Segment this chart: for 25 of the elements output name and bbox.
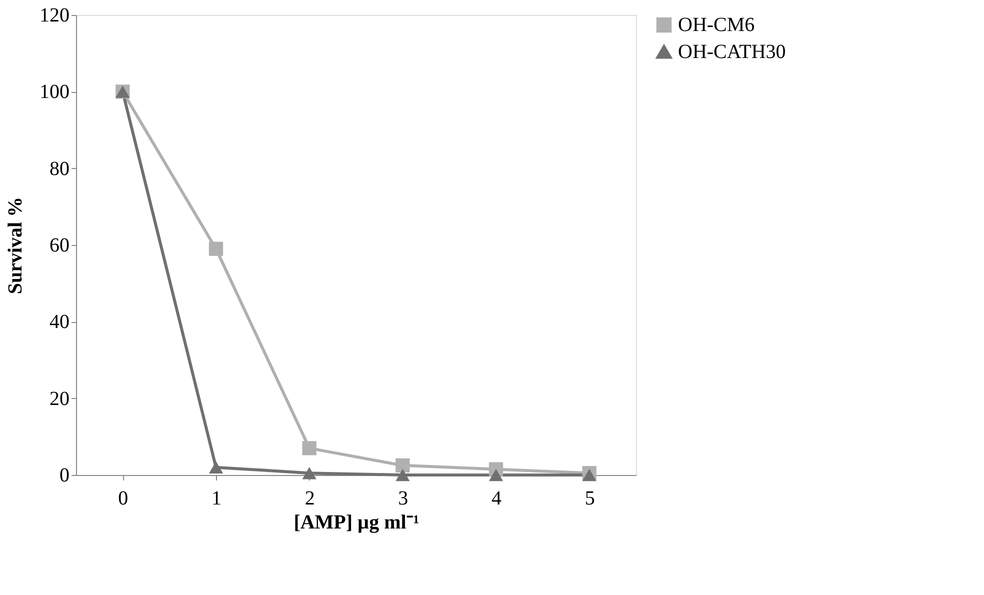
point bbox=[488, 468, 504, 482]
x-tick-label: 0 bbox=[118, 488, 128, 510]
x-tick-label: 5 bbox=[584, 488, 595, 510]
point bbox=[396, 458, 410, 472]
x-tick-label: 4 bbox=[492, 488, 502, 510]
x-tick-label: 1 bbox=[212, 488, 222, 510]
legend-label: OH-CM6 bbox=[678, 14, 755, 36]
y-tick-label: 80 bbox=[50, 158, 70, 180]
y-tick-label: 120 bbox=[40, 4, 70, 26]
y-tick-label: 20 bbox=[50, 388, 70, 410]
point bbox=[302, 441, 316, 456]
y-tick-label: 40 bbox=[50, 311, 70, 334]
x-tick-label: 3 bbox=[398, 488, 408, 510]
point bbox=[582, 468, 596, 482]
point bbox=[302, 466, 316, 480]
y-tick-label: 60 bbox=[50, 234, 70, 256]
point bbox=[208, 461, 224, 474]
x-tick-label: 2 bbox=[304, 488, 315, 510]
point bbox=[396, 468, 410, 482]
y-axis-title: Survival % bbox=[4, 196, 26, 294]
y-tick-label: 100 bbox=[40, 81, 70, 104]
y-tick-label: 0 bbox=[60, 464, 70, 486]
point bbox=[208, 242, 224, 256]
legend-label: OH-CATH30 bbox=[678, 41, 786, 63]
x-axis-title: [AMP] µg ml⁻¹ bbox=[294, 512, 420, 534]
